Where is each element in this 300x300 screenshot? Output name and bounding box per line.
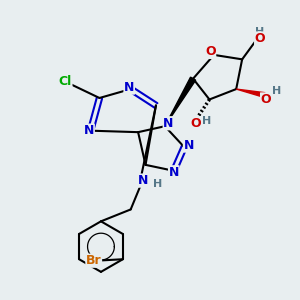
Text: Br: Br (86, 254, 101, 267)
Text: H: H (202, 116, 212, 126)
Text: O: O (261, 93, 271, 106)
Text: N: N (169, 166, 179, 179)
Text: O: O (205, 45, 216, 58)
Polygon shape (236, 89, 265, 97)
Text: N: N (184, 139, 194, 152)
Polygon shape (165, 77, 196, 126)
Text: O: O (255, 32, 265, 45)
Text: N: N (137, 174, 148, 187)
Text: Cl: Cl (59, 75, 72, 88)
Text: N: N (163, 117, 174, 130)
Text: H: H (272, 86, 281, 96)
Text: N: N (84, 124, 94, 137)
Text: H: H (255, 27, 265, 37)
Text: N: N (124, 81, 134, 94)
Text: O: O (191, 117, 201, 130)
Text: H: H (153, 179, 162, 189)
